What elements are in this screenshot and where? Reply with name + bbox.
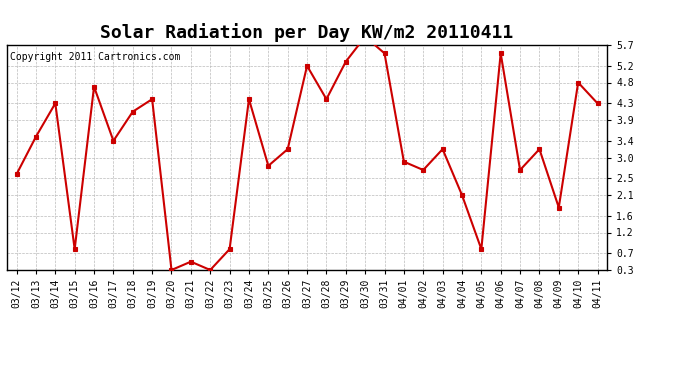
Title: Solar Radiation per Day KW/m2 20110411: Solar Radiation per Day KW/m2 20110411 — [101, 23, 513, 42]
Text: Copyright 2011 Cartronics.com: Copyright 2011 Cartronics.com — [10, 52, 180, 62]
